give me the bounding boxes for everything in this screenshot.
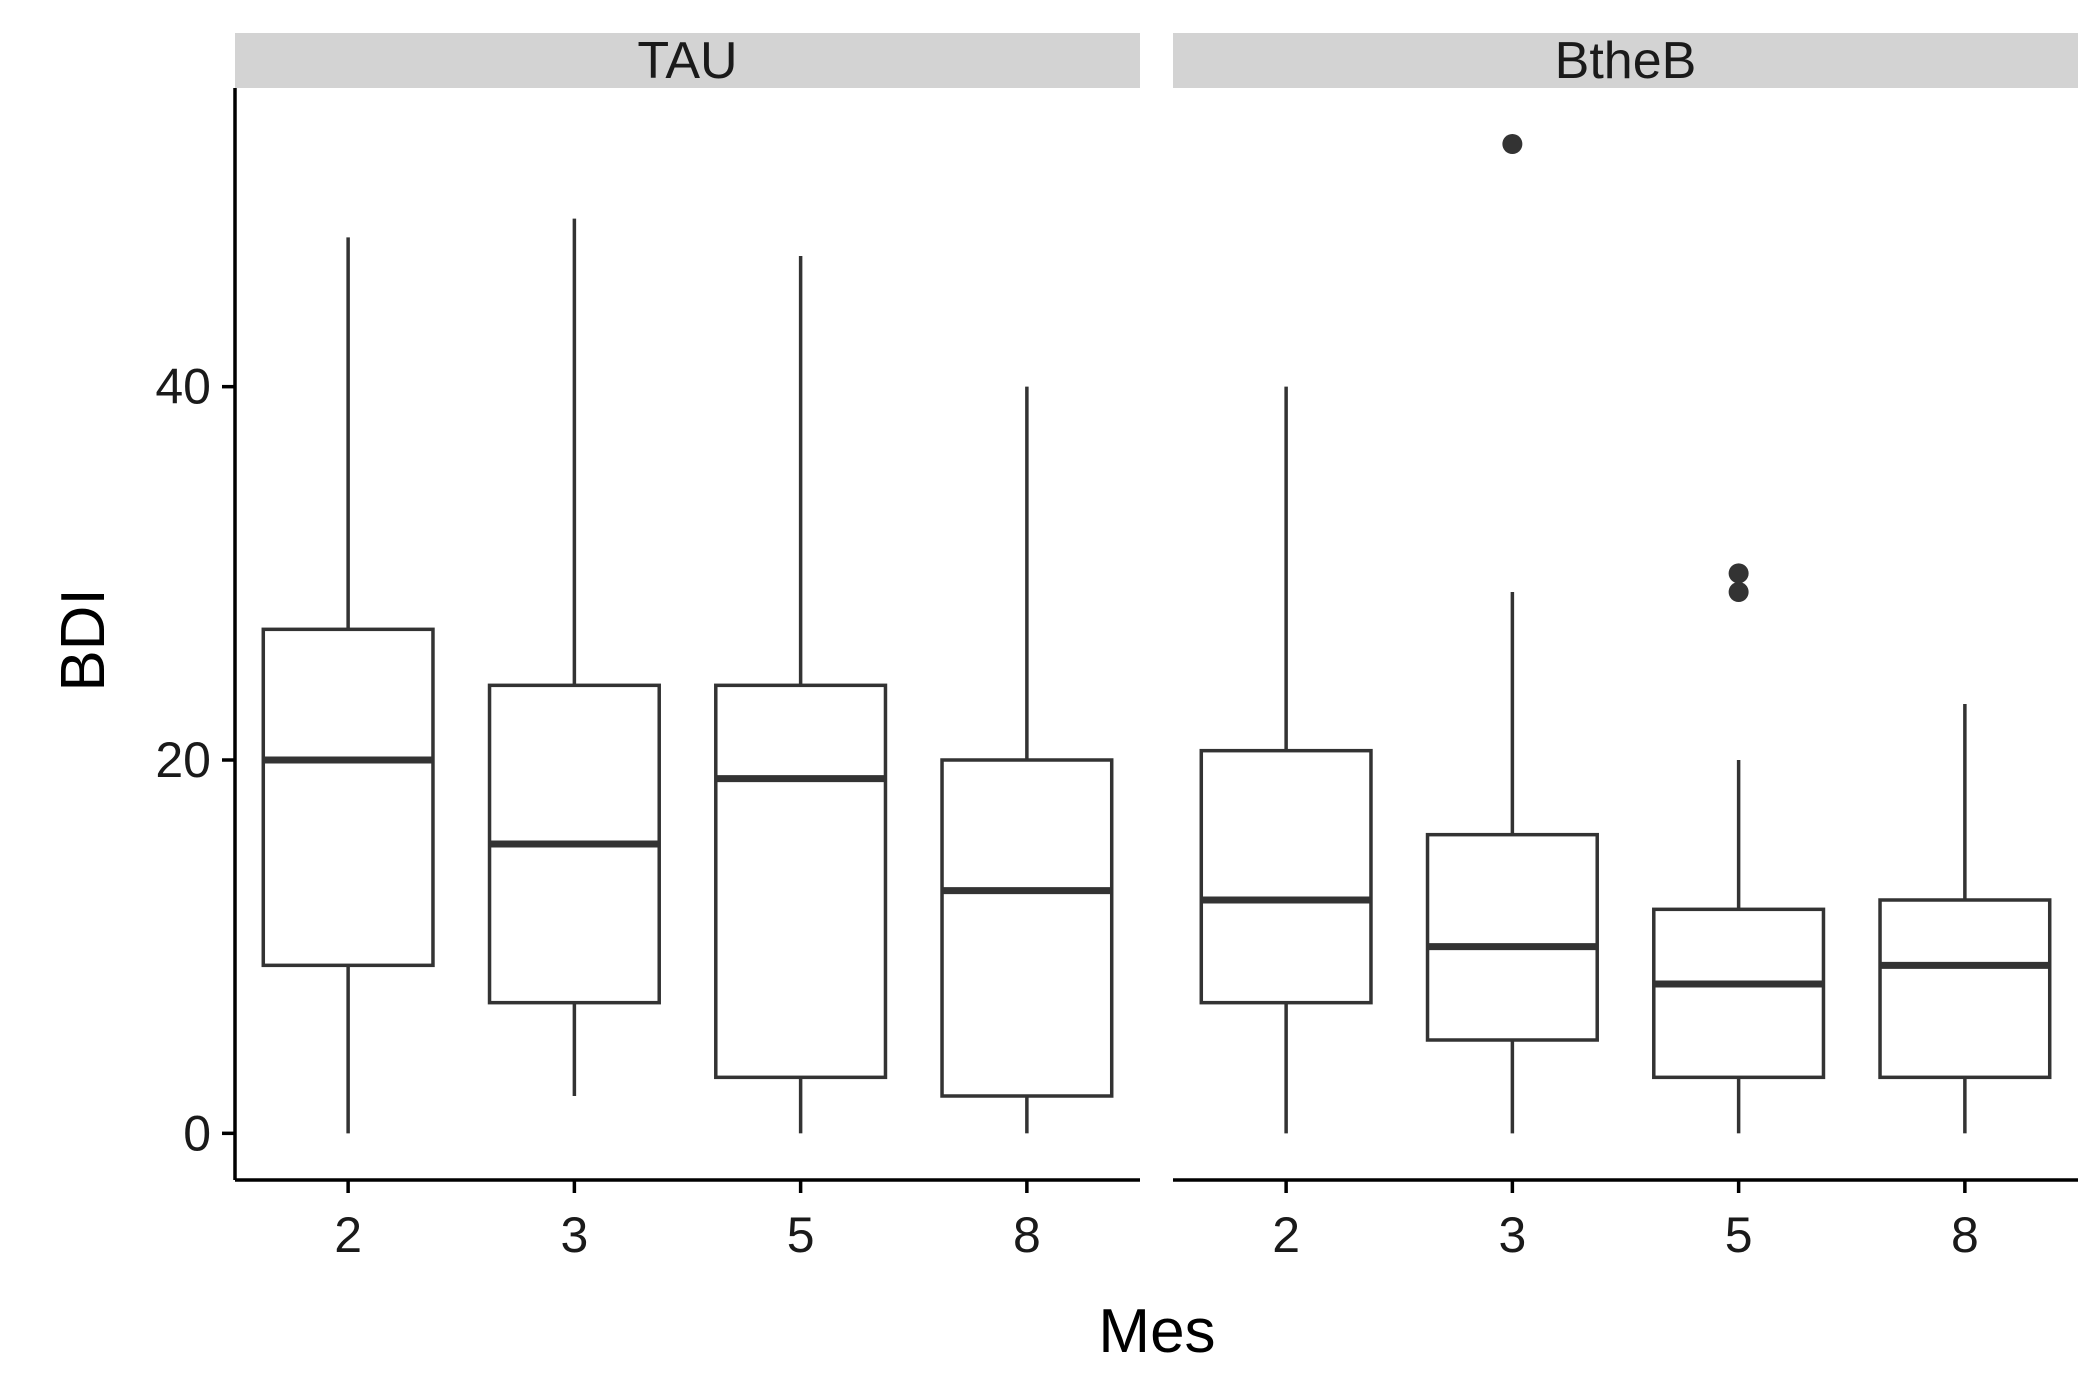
box-iqr bbox=[1425, 832, 1599, 1042]
boxplot-8 bbox=[1878, 704, 2052, 1134]
x-tick-label: 5 bbox=[787, 1207, 815, 1263]
box-iqr bbox=[1652, 907, 1826, 1080]
box-iqr bbox=[1199, 748, 1373, 1005]
boxplot-2 bbox=[1199, 386, 1373, 1134]
boxplot-3 bbox=[487, 218, 661, 1096]
box-iqr bbox=[1878, 898, 2052, 1080]
y-axis-title: BDI bbox=[49, 588, 118, 691]
boxplot-5 bbox=[1652, 563, 1826, 1134]
panel-tau: TAU 2 3 5 8 bbox=[235, 32, 1140, 1263]
facet-strip-label: BtheB bbox=[1555, 32, 1697, 90]
x-tick-label: 2 bbox=[334, 1207, 362, 1263]
facet-strip-label: TAU bbox=[637, 32, 737, 90]
x-axis-title: Mes bbox=[1098, 1297, 1215, 1366]
x-tick-label: 8 bbox=[1951, 1207, 1979, 1263]
outlier-point bbox=[1728, 563, 1749, 584]
x-tick-label: 3 bbox=[1498, 1207, 1526, 1263]
x-tick-label: 3 bbox=[560, 1207, 588, 1263]
y-tick-label: 20 bbox=[155, 732, 211, 788]
outlier-point bbox=[1502, 134, 1523, 154]
facet-strip bbox=[1173, 33, 2078, 88]
box-iqr bbox=[261, 627, 435, 968]
facet-strip bbox=[235, 33, 1140, 88]
box-iqr bbox=[714, 683, 888, 1080]
panel-btheb: BtheB 2 3 5 8 bbox=[1173, 32, 2078, 1263]
outlier-point bbox=[1728, 582, 1749, 602]
boxplot-5 bbox=[714, 256, 888, 1134]
x-tick-label: 5 bbox=[1725, 1207, 1753, 1263]
y-axis: 0 20 40 bbox=[155, 88, 237, 1180]
boxplot-2 bbox=[261, 237, 435, 1134]
boxplot-8 bbox=[940, 386, 1114, 1134]
box-iqr bbox=[940, 758, 1114, 1098]
boxplot-3 bbox=[1425, 134, 1599, 1134]
x-tick-label: 2 bbox=[1272, 1207, 1300, 1263]
panels: TAU 2 3 5 8 BtheB 2 3 5 8 bbox=[235, 32, 2078, 1263]
x-tick-label: 8 bbox=[1013, 1207, 1041, 1263]
y-tick-label: 0 bbox=[183, 1105, 211, 1161]
y-tick-label: 40 bbox=[155, 359, 211, 415]
